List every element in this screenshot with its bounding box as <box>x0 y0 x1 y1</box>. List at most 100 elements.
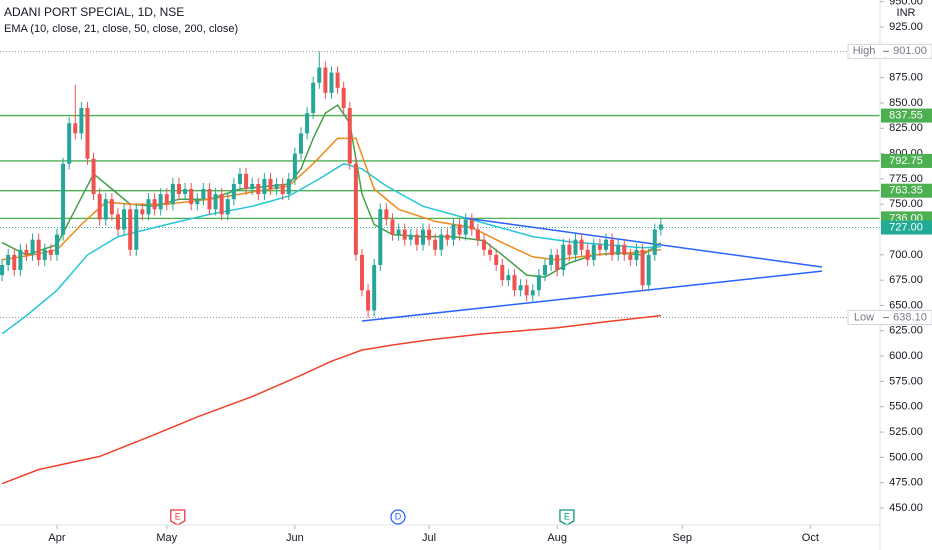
trend-line <box>361 270 822 322</box>
candle-body <box>329 72 334 93</box>
candle-body <box>335 72 340 88</box>
candle-body <box>463 219 468 235</box>
x-tick-label: Aug <box>547 532 567 544</box>
candle-body <box>30 239 35 255</box>
candle-body <box>183 189 188 195</box>
candle-body <box>262 178 267 195</box>
candle-body <box>256 183 261 195</box>
candle-body <box>109 199 114 215</box>
candle-body <box>616 244 621 255</box>
level-tag <box>881 183 932 198</box>
candle-body <box>115 214 120 230</box>
candle-body <box>244 173 249 190</box>
ema-line <box>1 314 661 485</box>
candle-body <box>152 199 157 210</box>
candle-body <box>475 229 480 240</box>
candle-body <box>366 290 371 311</box>
candle-body <box>164 194 169 205</box>
candle-body <box>530 290 535 296</box>
y-tick-label: 625.00 <box>889 325 923 337</box>
last-price-tag <box>881 220 932 235</box>
candle-body <box>91 158 96 195</box>
candle-body <box>42 249 47 260</box>
extreme-tag <box>847 310 932 326</box>
event-label: D <box>395 511 402 521</box>
y-tick-label: 475.00 <box>889 477 923 489</box>
candle-body <box>555 254 560 271</box>
candle-body <box>372 264 377 311</box>
candle-body <box>323 67 328 93</box>
candle-body <box>122 209 127 230</box>
candle-body <box>500 264 505 281</box>
candle-body <box>652 229 657 255</box>
event-marker <box>390 509 406 525</box>
x-tick-label: Jul <box>422 532 436 544</box>
event-marker <box>559 509 575 526</box>
candle-body <box>658 224 663 230</box>
x-tick-label: Sep <box>672 532 692 544</box>
candle-body <box>225 199 230 215</box>
candle-body <box>158 194 163 210</box>
candle-body <box>176 183 181 195</box>
candle-body <box>237 173 242 184</box>
axes: 450.00 475.00 500.00 525.00 550.00 575.00 600.… <box>48 0 932 544</box>
candle-body <box>128 209 133 250</box>
candle-body <box>36 239 41 260</box>
y-tick-label: 500.00 <box>889 451 923 463</box>
candle-body <box>524 285 529 296</box>
y-tick-label: 775.00 <box>889 173 923 185</box>
candle-body <box>640 249 645 286</box>
candle-body <box>67 123 72 164</box>
event-label: E <box>564 511 570 521</box>
extreme-tag <box>847 43 932 59</box>
candle-body <box>634 249 639 260</box>
x-tick-label: Apr <box>48 532 65 544</box>
candle-body <box>359 254 364 291</box>
candle-body <box>85 108 90 159</box>
ema-line <box>1 162 661 335</box>
candle-body <box>579 239 584 250</box>
candle-body <box>231 183 236 200</box>
candle-body <box>494 254 499 265</box>
candle-body <box>488 249 493 255</box>
y-tick-label: 875.00 <box>889 72 923 84</box>
y-tick-label: 650.00 <box>889 299 923 311</box>
candle-body <box>433 239 438 250</box>
candle-body <box>298 133 303 154</box>
candle-body <box>189 189 194 205</box>
candle-body <box>622 244 627 255</box>
candle-body <box>585 249 590 260</box>
candle-body <box>73 123 78 134</box>
candle-body <box>140 209 145 215</box>
candle-body <box>378 209 383 265</box>
candle-body <box>427 229 432 240</box>
x-tick-label: May <box>156 532 177 544</box>
candle-body <box>542 264 547 276</box>
candle-body <box>439 234 444 250</box>
candle-body <box>146 199 151 215</box>
extreme-label: 638.10 <box>893 311 927 323</box>
level-label: 837.55 <box>889 109 923 121</box>
candle-body <box>536 275 541 291</box>
candle-body <box>48 249 53 255</box>
candle-body <box>103 199 108 220</box>
y-tick-label: 450.00 <box>889 502 923 514</box>
level-tag <box>881 153 932 168</box>
y-tick-label: 750.00 <box>889 198 923 210</box>
candle-body <box>561 244 566 271</box>
candle-body <box>451 224 456 240</box>
candle-body <box>292 153 297 179</box>
candle-body <box>0 264 5 276</box>
candle-body <box>213 194 218 210</box>
candle-body <box>286 178 291 195</box>
candle-body <box>6 254 11 265</box>
candle-body <box>402 229 407 240</box>
candle-body <box>195 199 200 205</box>
candle-body <box>219 194 224 215</box>
candle-body <box>54 234 59 255</box>
candle-body <box>591 244 596 260</box>
candle-body <box>12 254 17 271</box>
trend-line <box>464 217 823 268</box>
